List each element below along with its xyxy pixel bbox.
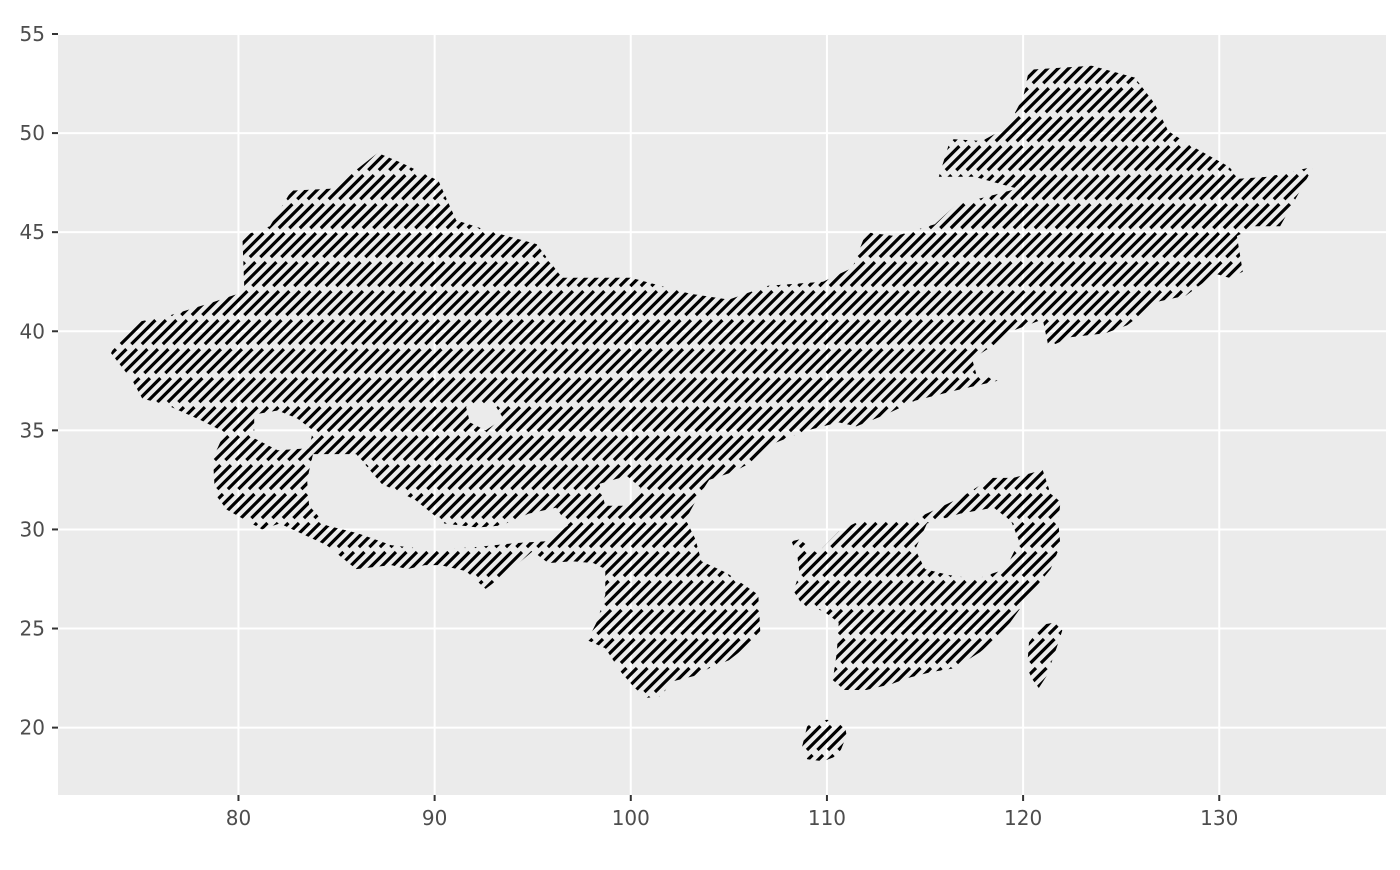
y-tick-label: 20 xyxy=(20,716,45,740)
x-tick-label: 90 xyxy=(422,806,447,830)
x-tick-label: 100 xyxy=(612,806,650,830)
x-axis: 80 90 100 110 120 130 xyxy=(226,795,1238,830)
x-tick-label: 110 xyxy=(808,806,846,830)
x-tick-label: 120 xyxy=(1004,806,1042,830)
y-tick-label: 25 xyxy=(20,617,45,641)
y-tick-label: 45 xyxy=(20,220,45,244)
x-tick-label: 80 xyxy=(226,806,251,830)
x-tick-label: 130 xyxy=(1200,806,1238,830)
y-tick-label: 50 xyxy=(20,121,45,145)
y-tick-label: 35 xyxy=(20,418,45,442)
y-tick-label: 30 xyxy=(20,517,45,541)
y-tick-label: 40 xyxy=(20,319,45,343)
y-tick-label: 55 xyxy=(20,22,45,46)
y-axis: 20 25 30 35 40 45 50 55 xyxy=(20,22,58,740)
